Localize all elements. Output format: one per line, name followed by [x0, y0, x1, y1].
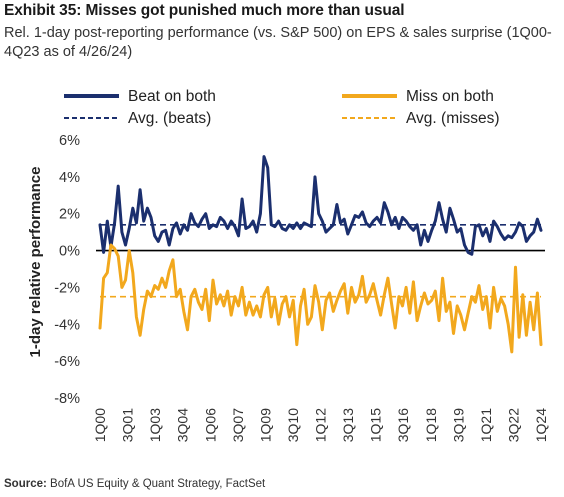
- x-tick-label: 3Q01: [120, 408, 136, 442]
- source-note: Source: BofA US Equity & Quant Strategy,…: [4, 478, 265, 490]
- x-tick-label: 1Q15: [368, 408, 384, 442]
- legend-label-beat_avg: Avg. (beats): [128, 110, 211, 127]
- x-tick-label: 1Q03: [147, 408, 163, 442]
- y-tick-label: 4%: [59, 170, 80, 186]
- y-tick-label: 2%: [59, 207, 80, 223]
- series-line-miss: [98, 243, 543, 354]
- x-tick-label: 1Q21: [478, 408, 494, 442]
- x-tick-label: 3Q10: [285, 408, 301, 442]
- x-tick-label: 1Q09: [257, 408, 273, 442]
- chart-subtitle: Rel. 1-day post-reporting performance (v…: [4, 25, 552, 60]
- x-axis: 1Q00 3Q01 1Q03 3Q04 1Q06 3Q07 1Q09 3Q10 1Q12 3Q13…: [92, 408, 549, 442]
- y-tick-label: -8%: [54, 391, 80, 407]
- y-axis: 6% 4% 2% 0% -2% -4% -6% -8%: [54, 133, 80, 407]
- x-tick-label: 3Q04: [175, 408, 191, 442]
- x-tick-label: 3Q16: [395, 408, 411, 442]
- legend-label-beat: Beat on both: [128, 88, 216, 105]
- x-tick-label: 1Q06: [202, 408, 218, 442]
- y-tick-label: -2%: [54, 280, 80, 296]
- y-tick-label: -6%: [54, 354, 80, 370]
- series-group: [98, 155, 543, 354]
- x-tick-label: 1Q12: [313, 408, 329, 442]
- x-tick-label: 3Q22: [505, 408, 521, 442]
- legend: Beat on both Miss on both Avg. (beats) Avg.…: [64, 88, 500, 127]
- y-tick-label: -4%: [54, 317, 80, 333]
- legend-label-miss_avg: Avg. (misses): [406, 110, 500, 127]
- y-tick-label: 6%: [59, 133, 80, 149]
- x-tick-label: 3Q19: [450, 408, 466, 442]
- x-tick-label: 3Q07: [230, 408, 246, 442]
- x-tick-label: 1Q00: [92, 408, 108, 442]
- y-tick-label: 0%: [59, 244, 80, 260]
- chart-title: Exhibit 35: Misses got punished much mor…: [4, 2, 405, 19]
- source-text: BofA US Equity & Quant Strategy, FactSet: [50, 478, 266, 490]
- x-tick-label: 3Q13: [340, 408, 356, 442]
- series-line-beat: [98, 155, 543, 256]
- source-label: Source:: [4, 478, 47, 490]
- legend-label-miss: Miss on both: [406, 88, 494, 105]
- x-tick-label: 1Q24: [533, 408, 549, 442]
- y-axis-label: 1-day relative performance: [27, 167, 44, 358]
- x-tick-label: 1Q18: [423, 408, 439, 442]
